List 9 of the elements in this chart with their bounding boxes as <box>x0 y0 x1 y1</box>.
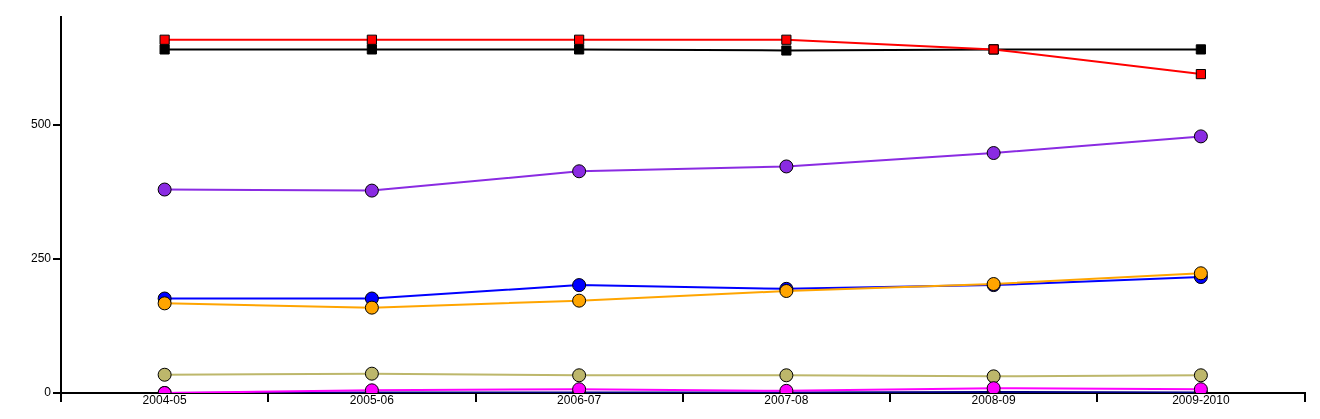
x-tick-label: 2009-2010 <box>1172 392 1230 407</box>
x-tick-label: 2007-08 <box>764 392 809 407</box>
x-tick-label: 2008-09 <box>971 392 1016 407</box>
y-tick-label: 250 <box>30 251 52 266</box>
y-tick-label: 0 <box>44 385 52 400</box>
x-tick-label: 2006-07 <box>557 392 602 407</box>
y-tick-label: 500 <box>30 116 52 131</box>
x-tick-label: 2004-05 <box>142 392 187 407</box>
x-tick-label: 2005-06 <box>349 392 395 407</box>
